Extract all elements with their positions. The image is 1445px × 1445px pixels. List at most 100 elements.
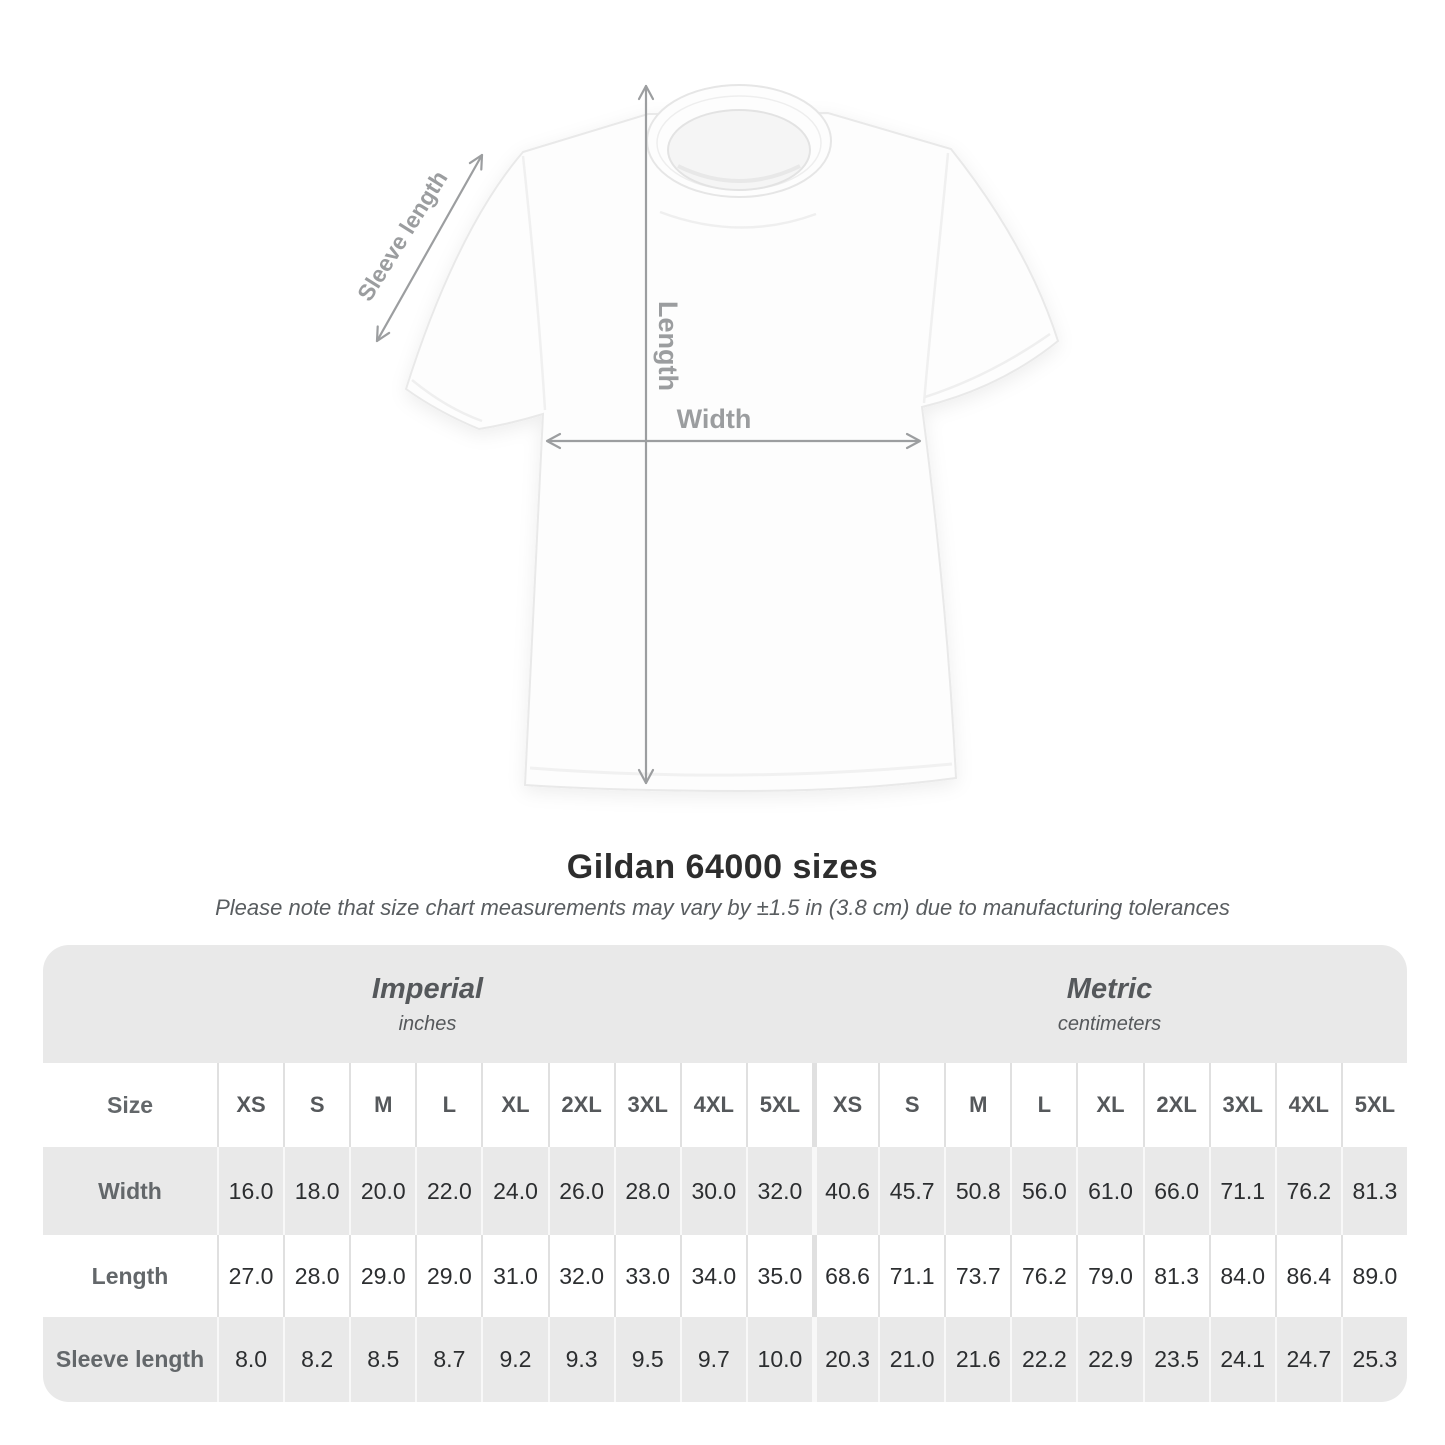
size-col-header: XL <box>1076 1063 1142 1147</box>
size-col-header: S <box>878 1063 944 1147</box>
right-sleeve-seam <box>922 152 950 404</box>
length-value: 73.7 <box>944 1235 1010 1317</box>
length-value: 79.0 <box>1076 1235 1142 1317</box>
hem-shadow <box>529 762 953 777</box>
length-value: 86.4 <box>1274 1235 1341 1317</box>
chest-fold <box>659 210 817 229</box>
size-col-header: XL <box>481 1063 547 1147</box>
width-value: 32.0 <box>745 1147 812 1235</box>
width-value: 16.0 <box>217 1147 284 1235</box>
length-row: Length 27.0 28.0 29.0 29.0 31.0 32.0 33.… <box>43 1235 1407 1317</box>
sleeve-value: 9.3 <box>547 1317 614 1402</box>
length-value: 28.0 <box>283 1235 349 1317</box>
width-label: Width <box>677 404 752 434</box>
width-value: 40.6 <box>812 1147 879 1235</box>
width-value: 24.0 <box>481 1147 548 1235</box>
length-value: 71.1 <box>878 1235 944 1317</box>
sleeve-value: 24.1 <box>1208 1317 1275 1402</box>
sleeve-value: 21.0 <box>878 1317 945 1402</box>
size-col-header: XS <box>812 1063 878 1147</box>
length-value: 89.0 <box>1340 1235 1407 1317</box>
size-col-header: XS <box>217 1063 283 1147</box>
sleeve-length-row: Sleeve length 8.0 8.2 8.5 8.7 9.2 9.3 9.… <box>43 1317 1407 1402</box>
imperial-header: Imperial inches <box>43 945 812 1063</box>
width-value: 30.0 <box>679 1147 746 1235</box>
sleeve-row-label: Sleeve length <box>43 1317 217 1402</box>
size-col-header: 2XL <box>1142 1063 1209 1147</box>
sleeve-value: 8.2 <box>283 1317 350 1402</box>
tshirt-measurement-diagram: Sleeve length Length Width <box>352 84 1060 793</box>
tolerance-note: Please note that size chart measurements… <box>215 895 1230 920</box>
size-col-header: 3XL <box>1208 1063 1275 1147</box>
width-value: 45.7 <box>878 1147 945 1235</box>
width-value: 26.0 <box>547 1147 614 1235</box>
width-value: 56.0 <box>1010 1147 1077 1235</box>
collar-opening <box>667 109 811 191</box>
imperial-unit: inches <box>398 1012 457 1035</box>
sleeve-value: 25.3 <box>1340 1317 1407 1402</box>
length-label: Length <box>653 301 683 391</box>
sleeve-value: 22.9 <box>1076 1317 1143 1402</box>
length-arrow <box>637 84 655 785</box>
size-col-header: 5XL <box>1340 1063 1407 1147</box>
length-value: 32.0 <box>547 1235 614 1317</box>
collar-inner-shadow <box>677 164 801 183</box>
size-col-header: 4XL <box>679 1063 746 1147</box>
width-value: 71.1 <box>1208 1147 1275 1235</box>
length-value: 29.0 <box>415 1235 481 1317</box>
length-value: 31.0 <box>481 1235 547 1317</box>
metric-header: Metric centimeters <box>812 945 1407 1063</box>
sleeve-value: 9.7 <box>679 1317 746 1402</box>
length-value: 27.0 <box>217 1235 283 1317</box>
metric-unit: centimeters <box>1057 1012 1162 1035</box>
sleeve-value: 10.0 <box>745 1317 812 1402</box>
size-col-header: S <box>283 1063 349 1147</box>
width-value: 61.0 <box>1076 1147 1143 1235</box>
size-col-header: M <box>349 1063 415 1147</box>
length-value: 34.0 <box>679 1235 746 1317</box>
unit-header-row: Imperial inches Metric centimeters <box>43 945 1407 1063</box>
size-col-header: L <box>1010 1063 1076 1147</box>
metric-label: Metric <box>1066 972 1153 1005</box>
width-value: 76.2 <box>1274 1147 1341 1235</box>
width-value: 81.3 <box>1340 1147 1407 1235</box>
width-value: 66.0 <box>1142 1147 1209 1235</box>
sleeve-value: 21.6 <box>944 1317 1011 1402</box>
width-value: 18.0 <box>283 1147 350 1235</box>
sleeve-value: 24.7 <box>1274 1317 1341 1402</box>
sleeve-value: 9.2 <box>481 1317 548 1402</box>
size-col-header: L <box>415 1063 481 1147</box>
sleeve-value: 23.5 <box>1142 1317 1209 1402</box>
length-value: 81.3 <box>1142 1235 1209 1317</box>
measurement-arrows <box>375 84 922 785</box>
length-value: 33.0 <box>613 1235 680 1317</box>
length-value: 76.2 <box>1010 1235 1076 1317</box>
length-value: 68.6 <box>812 1235 878 1317</box>
length-value: 84.0 <box>1208 1235 1275 1317</box>
width-value: 22.0 <box>415 1147 482 1235</box>
tshirt-body <box>404 111 1060 793</box>
sleeve-value: 8.0 <box>217 1317 284 1402</box>
left-sleeve-hem-fold <box>411 379 483 423</box>
right-sleeve-hem-fold <box>924 332 1051 399</box>
sleeve-value: 22.2 <box>1010 1317 1077 1402</box>
size-header-row: Size XS S M L XL 2XL 3XL 4XL 5XL XS S M … <box>43 1063 1407 1147</box>
size-col-header: 3XL <box>613 1063 680 1147</box>
length-value: 35.0 <box>745 1235 812 1317</box>
width-row-label: Width <box>43 1147 217 1235</box>
size-corner-label: Size <box>106 1091 154 1118</box>
sleeve-value: 20.3 <box>812 1317 879 1402</box>
tshirt-graphic <box>404 84 1060 793</box>
sleeve-value: 8.5 <box>349 1317 416 1402</box>
size-table: Imperial inches Metric centimeters Size … <box>43 945 1407 1402</box>
page-title: Gildan 64000 sizes <box>566 848 879 886</box>
size-col-header: 4XL <box>1274 1063 1341 1147</box>
width-value: 20.0 <box>349 1147 416 1235</box>
size-col-header: 2XL <box>547 1063 614 1147</box>
sleeve-value: 8.7 <box>415 1317 482 1402</box>
length-value: 29.0 <box>349 1235 415 1317</box>
sleeve-value: 9.5 <box>613 1317 680 1402</box>
width-value: 28.0 <box>613 1147 680 1235</box>
width-arrow <box>545 432 922 450</box>
size-col-header: 5XL <box>745 1063 812 1147</box>
